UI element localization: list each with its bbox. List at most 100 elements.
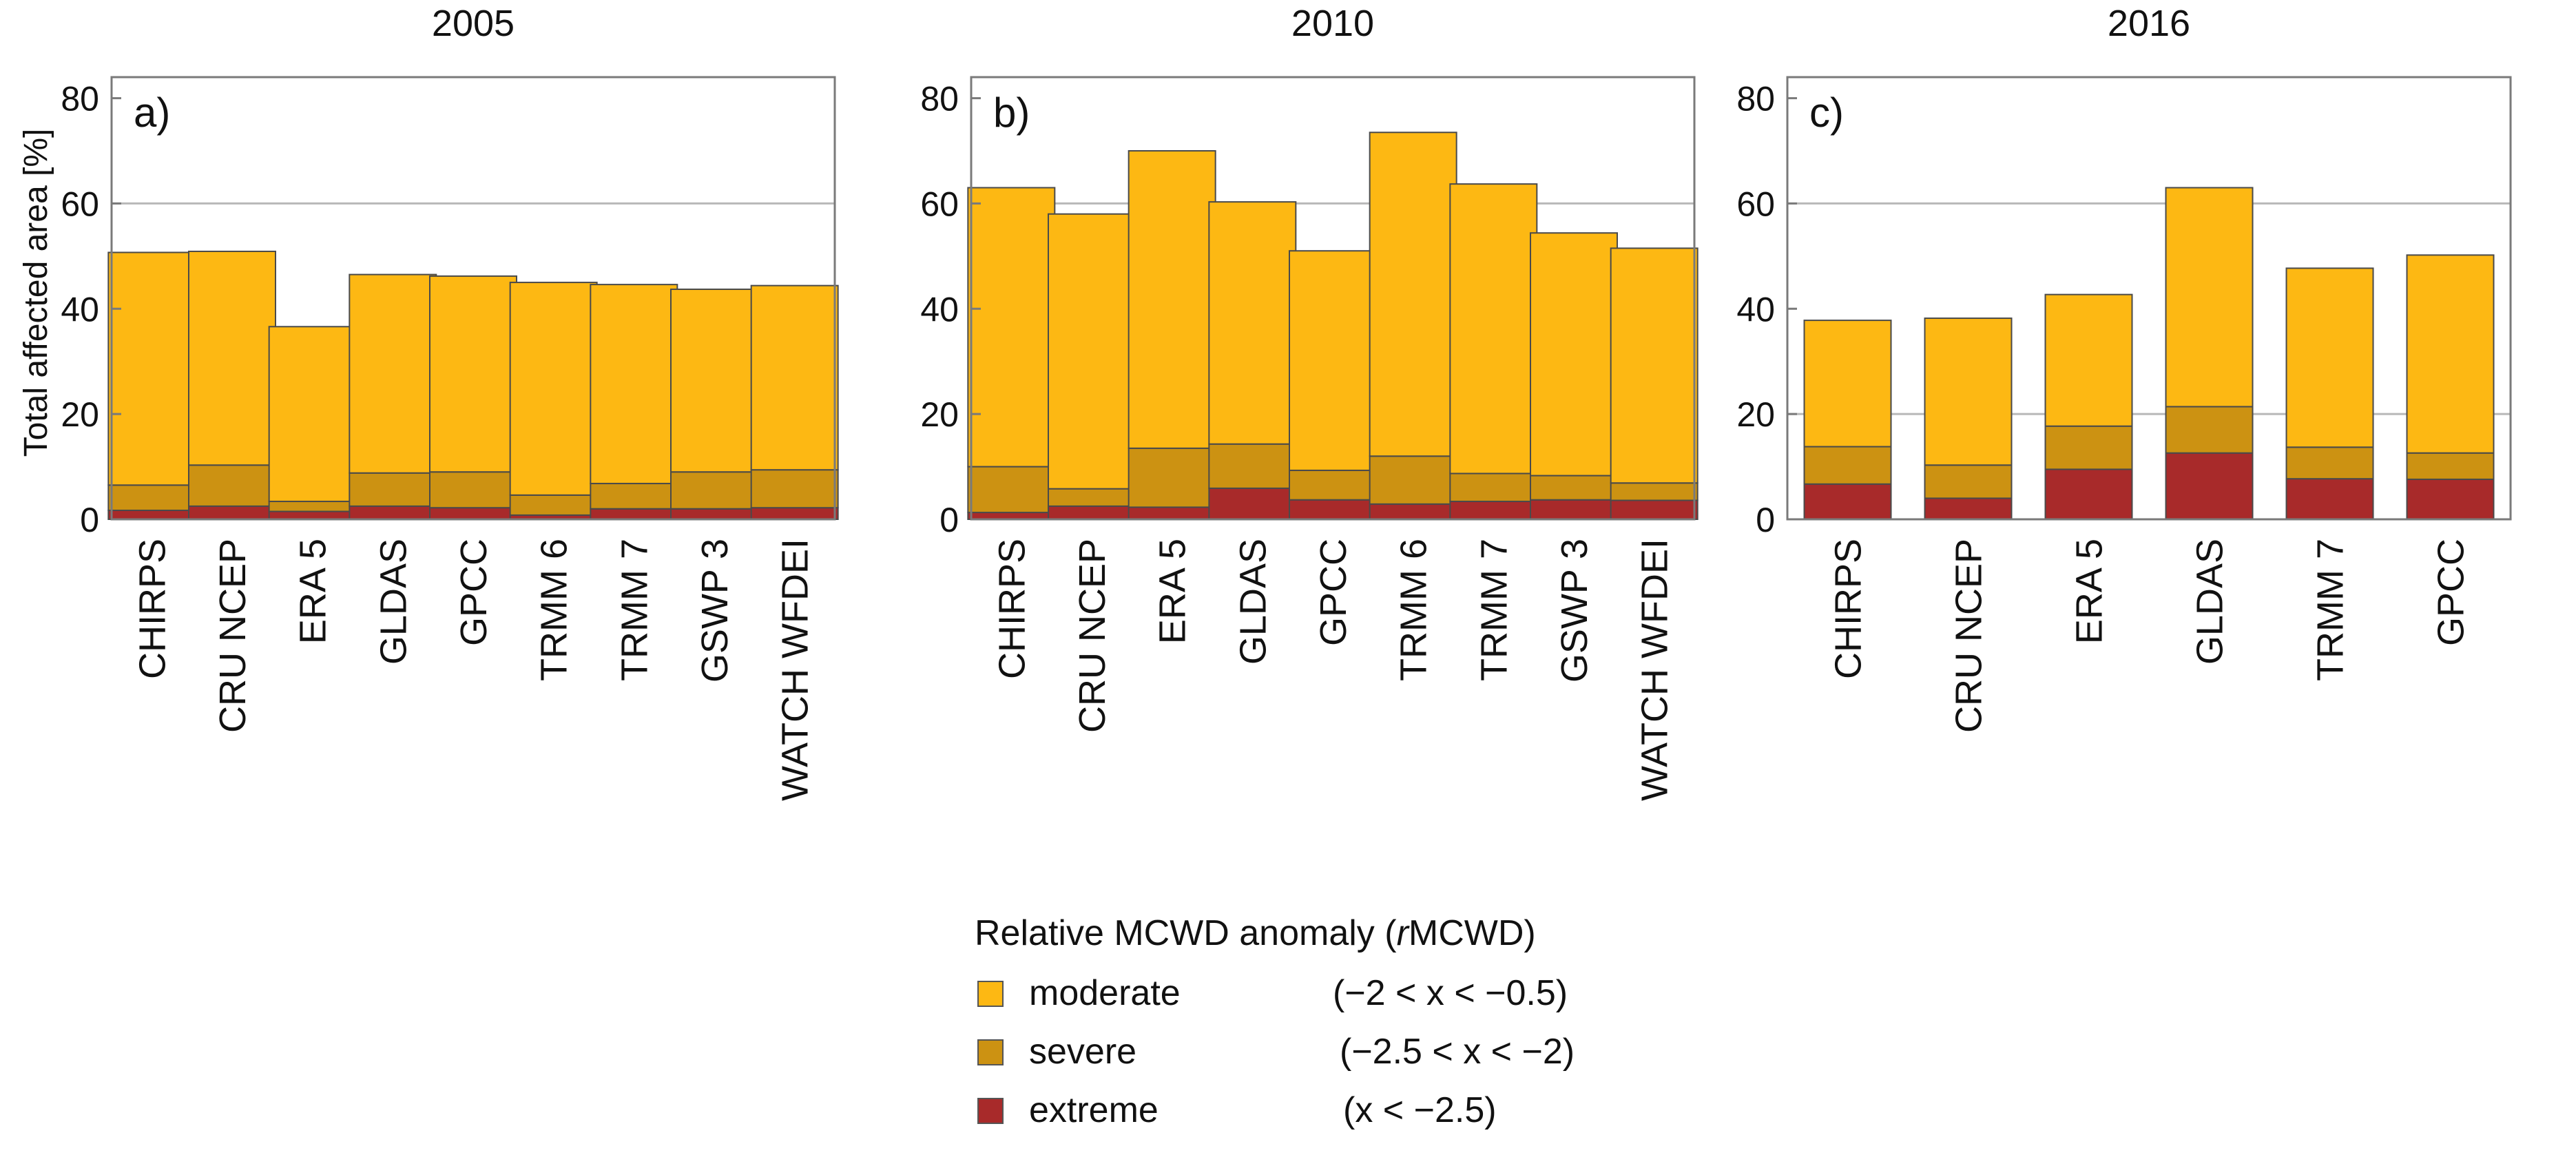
legend-title: Relative MCWD anomaly (rMCWD) [975, 913, 1536, 954]
x-tick-label: GPCC [453, 539, 495, 646]
legend-title-italic: r [1396, 913, 1409, 953]
plot-frame [110, 76, 836, 521]
x-tick-label: CHIRPS [991, 539, 1032, 679]
x-tick-label: CRU NCEP [212, 539, 253, 733]
bar-severe [750, 469, 839, 509]
bar-moderate [107, 251, 196, 486]
bar-moderate [670, 289, 758, 473]
bar-severe [1208, 443, 1297, 489]
x-tick-label: CHIRPS [1828, 539, 1869, 679]
y-tick-label: 20 [1736, 395, 1775, 434]
bar-moderate [1530, 232, 1618, 477]
legend-title-suffix: MCWD) [1408, 913, 1536, 953]
bar-severe [268, 501, 357, 512]
bar-severe [1449, 472, 1538, 503]
bar-moderate [2285, 267, 2374, 448]
legend-range-extreme: (x < −2.5) [1343, 1090, 1497, 1130]
x-tick-label: TRMM 7 [2310, 539, 2351, 681]
bar-extreme [268, 510, 357, 520]
panel-label: a) [134, 90, 170, 136]
bar-severe [1369, 455, 1457, 505]
legend: Relative MCWD anomaly (rMCWD) moderate (… [975, 913, 1650, 1147]
legend-item-moderate: moderate (−2 < x < −0.5) [977, 971, 1639, 1019]
chart-panel-1: CHIRPS CRU NCEP ERA 5 GLDAS GPCC TRMM 6 TRMM 7… [18, 3, 839, 801]
legend-title-prefix: Relative MCWD anomaly ( [975, 913, 1397, 953]
bar-extreme [107, 510, 196, 520]
x-tick-label: ERA 5 [1152, 539, 1194, 644]
y-tick-label: 20 [920, 395, 959, 434]
legend-label-extreme: extreme [1029, 1090, 1159, 1130]
y-tick-label: 0 [1756, 501, 1775, 539]
bar-extreme [750, 507, 839, 521]
bar-extreme [1369, 503, 1457, 520]
x-tick-label: GLDAS [2190, 539, 2231, 665]
bar-severe [2406, 452, 2495, 480]
bar-extreme [1128, 506, 1216, 521]
y-tick-label: 40 [920, 290, 959, 329]
bar-moderate [1048, 213, 1136, 490]
bar-severe [349, 472, 437, 507]
bar-severe [967, 466, 1056, 514]
bar-extreme [1048, 505, 1136, 521]
bar-moderate [268, 326, 357, 503]
bar-severe [509, 494, 598, 516]
legend-range-severe: (−2.5 < x < −2) [1340, 1032, 1575, 1072]
bar-extreme [1610, 499, 1699, 521]
y-tick-label: 60 [920, 185, 959, 223]
bar-extreme [188, 505, 276, 521]
bar-moderate [750, 284, 839, 471]
bar-moderate [349, 273, 437, 474]
legend-swatch-severe [977, 1039, 1004, 1065]
bar-extreme [1208, 487, 1297, 521]
panel-title: 2016 [2108, 3, 2190, 44]
bar-extreme [590, 508, 678, 521]
bar-moderate [1369, 132, 1457, 457]
bar-extreme [2406, 478, 2495, 521]
bar-moderate [2165, 187, 2254, 408]
bar-moderate [590, 284, 678, 485]
x-tick-label: GLDAS [1232, 539, 1274, 665]
legend-label-severe: severe [1029, 1032, 1137, 1072]
bar-moderate [1803, 320, 1892, 448]
bar-extreme [1803, 483, 1892, 520]
y-tick-label: 60 [61, 185, 99, 223]
y-tick-label: 20 [61, 395, 99, 434]
plot-frame [970, 76, 1696, 521]
chart-panel-3: CHIRPS CRU NCEP ERA 5 GLDAS TRMM 7 GPCC 0 20 40 6… [1736, 3, 2512, 733]
bar-extreme [1289, 499, 1377, 521]
bar-moderate [1449, 183, 1538, 475]
bar-extreme [2165, 452, 2254, 521]
legend-swatch-moderate [977, 981, 1004, 1007]
bar-severe [590, 483, 678, 510]
x-tick-label: WATCH WFDEI [1634, 539, 1676, 801]
bar-extreme [349, 505, 437, 521]
x-tick-label: WATCH WFDEI [775, 539, 816, 801]
bar-moderate [1924, 318, 2013, 466]
legend-label-moderate: moderate [1029, 973, 1181, 1013]
bar-severe [1924, 464, 2013, 499]
y-tick-label: 80 [61, 80, 99, 118]
panel-label: c) [1809, 90, 1844, 136]
bar-severe [670, 471, 758, 510]
x-tick-label: ERA 5 [293, 539, 334, 644]
bar-severe [107, 484, 196, 512]
bar-moderate [1128, 150, 1216, 449]
bar-extreme [1530, 499, 1618, 521]
y-tick-label: 0 [939, 501, 959, 539]
bar-severe [1289, 469, 1377, 501]
y-axis-label: Total affected area [%] [18, 129, 54, 457]
panel-title: 2010 [1291, 3, 1374, 44]
legend-swatch-extreme [977, 1098, 1004, 1124]
bar-severe [188, 464, 276, 507]
y-tick-label: 80 [1736, 80, 1775, 118]
bar-moderate [2406, 254, 2495, 454]
x-tick-label: GSWP 3 [694, 539, 736, 683]
y-tick-label: 40 [1736, 290, 1775, 329]
y-tick-label: 40 [61, 290, 99, 329]
bar-extreme [2044, 468, 2133, 521]
x-tick-label: GPCC [2431, 539, 2472, 646]
bar-severe [1530, 475, 1618, 501]
legend-range-moderate: (−2 < x < −0.5) [1333, 973, 1568, 1013]
x-tick-label: CRU NCEP [1072, 539, 1113, 733]
bar-moderate [188, 250, 276, 466]
